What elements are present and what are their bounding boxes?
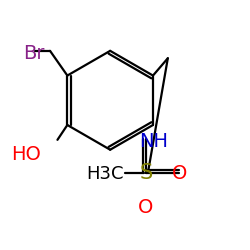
Text: Br: Br <box>23 44 44 63</box>
Text: HO: HO <box>11 145 41 164</box>
Text: O: O <box>138 198 154 217</box>
Text: H3C: H3C <box>86 166 124 184</box>
Text: NH: NH <box>139 132 168 150</box>
Text: O: O <box>172 164 187 183</box>
Text: S: S <box>140 163 153 183</box>
